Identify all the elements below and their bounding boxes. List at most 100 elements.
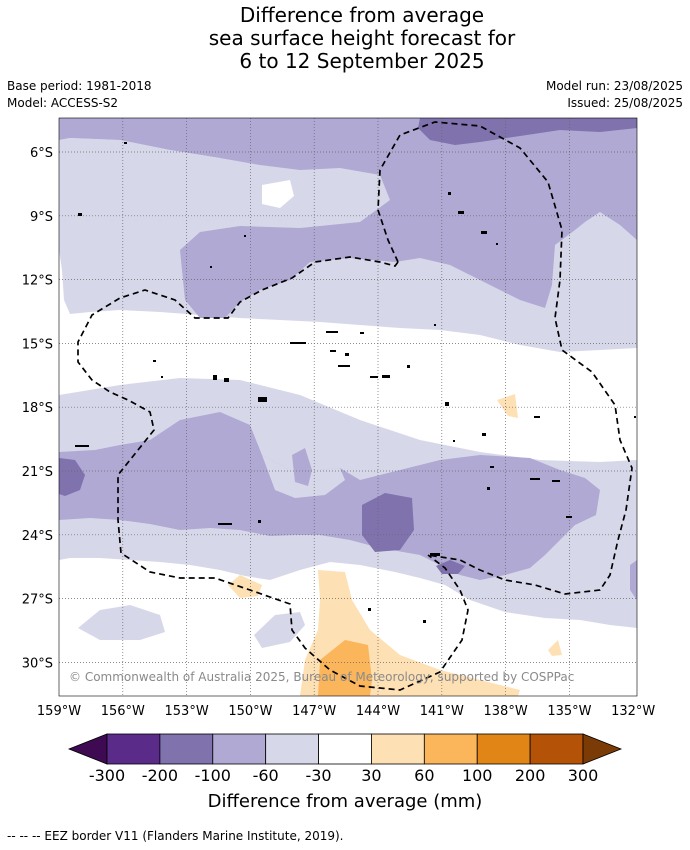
island (360, 332, 364, 334)
colorbar-tick-label: -30 (305, 766, 332, 785)
colorbar-segment (423, 733, 478, 765)
lon-label: 141°W (420, 704, 464, 719)
lat-label: 18°S (22, 401, 53, 416)
contour-medium-se (630, 560, 637, 600)
island (382, 375, 390, 378)
colorbar-segment (159, 733, 214, 765)
title-line-2: sea surface height forecast for (208, 26, 516, 50)
island (453, 440, 455, 442)
island (445, 402, 449, 406)
colorbar-tick-label: 60 (414, 766, 435, 785)
island (153, 360, 156, 362)
island (481, 231, 487, 234)
lon-label: 135°W (547, 704, 591, 719)
contour-dark-west (59, 458, 85, 496)
contour-light-orange-w (228, 575, 262, 598)
colorbar-tick-label: -100 (194, 766, 231, 785)
lat-label: 15°S (22, 337, 53, 352)
title-line-1: Difference from average (239, 3, 485, 27)
colorbar-segment (371, 733, 425, 765)
colorbar-segment (106, 733, 161, 765)
lon-label: 153°W (165, 704, 209, 719)
island (487, 487, 490, 490)
lon-label: 144°W (356, 704, 400, 719)
lat-label: 6°S (30, 146, 53, 161)
chart-title: Difference from average sea surface heig… (0, 4, 690, 73)
colorbar-tick-label: 100 (461, 766, 493, 785)
contour-white-hole (59, 138, 230, 228)
island (368, 608, 371, 611)
island (423, 620, 426, 623)
colorbar-tick-label: 300 (567, 766, 599, 785)
island (566, 516, 572, 518)
contour-medium-orange-south (318, 640, 372, 696)
colorbar-tick-label: -200 (141, 766, 179, 785)
longitude-labels: 159°W 156°W 153°W 150°W 147°W 144°W 141°W 138°W… (37, 704, 656, 719)
contour-fields (59, 118, 637, 696)
island (258, 397, 267, 402)
contour-dark-south (436, 560, 465, 574)
colorbar-tick-label: 30 (361, 766, 382, 785)
colorbar-tick-label: -300 (88, 766, 126, 785)
colorbar (67, 733, 623, 765)
meta-left: Base period: 1981-2018 Model: ACCESS-S2 (7, 78, 152, 112)
colorbar-tick-label: -60 (252, 766, 279, 785)
island (326, 331, 338, 333)
colorbar-segment (265, 733, 319, 765)
island (530, 478, 540, 480)
colorbar-extend-low (67, 733, 108, 765)
island (430, 553, 440, 556)
contour-white-patch (262, 180, 294, 208)
island (482, 433, 486, 436)
island (552, 480, 560, 482)
island (490, 466, 494, 468)
island-markers (75, 142, 636, 623)
lat-label: 21°S (22, 465, 53, 480)
island (290, 342, 306, 344)
colorbar-segment (529, 733, 584, 765)
gridlines (59, 118, 637, 696)
island (534, 416, 540, 418)
title-line-3: 6 to 12 September 2025 (239, 49, 485, 73)
colorbar-title: Difference from average (mm) (207, 791, 483, 812)
contour-dark-middle (362, 493, 414, 552)
colorbar-segment (212, 733, 267, 765)
eez-legend-footer: -- -- -- EEZ border V11 (Flanders Marine… (7, 829, 344, 843)
island (458, 211, 464, 214)
island (634, 416, 636, 418)
island (448, 192, 451, 195)
lon-label: 138°W (484, 704, 528, 719)
lon-label: 150°W (228, 704, 272, 719)
contour-medium-north (59, 118, 637, 318)
island (407, 365, 410, 368)
island (434, 324, 436, 326)
island (161, 376, 163, 378)
lat-label: 12°S (22, 274, 53, 289)
map-figure: © Commonwealth of Australia 2025, Bureau… (22, 117, 656, 765)
island (75, 445, 89, 447)
meta-right: Model run: 23/08/2025 Issued: 25/08/2025 (546, 78, 683, 112)
contour-light-orange-e (497, 394, 518, 418)
contour-light-s (254, 612, 305, 648)
colorbar-tick-label: 200 (514, 766, 546, 785)
issued-date: Issued: 25/08/2025 (567, 96, 683, 110)
map-frame (58, 117, 638, 697)
island (496, 243, 498, 245)
base-period: Base period: 1981-2018 (7, 79, 152, 93)
lon-label: 159°W (37, 704, 81, 719)
lat-label: 24°S (22, 529, 53, 544)
copyright-text: © Commonwealth of Australia 2025, Bureau… (69, 670, 574, 684)
contour-light-sw (78, 605, 165, 640)
island (218, 523, 232, 525)
island (224, 378, 229, 382)
island (210, 266, 212, 268)
island (124, 142, 127, 144)
island (258, 520, 261, 523)
lat-label: 27°S (22, 593, 53, 608)
lon-label: 147°W (292, 704, 336, 719)
island (244, 235, 246, 237)
model-name: Model: ACCESS-S2 (7, 96, 119, 110)
lat-label: 9°S (30, 210, 53, 225)
model-run: Model run: 23/08/2025 (545, 79, 683, 93)
island (78, 213, 82, 216)
